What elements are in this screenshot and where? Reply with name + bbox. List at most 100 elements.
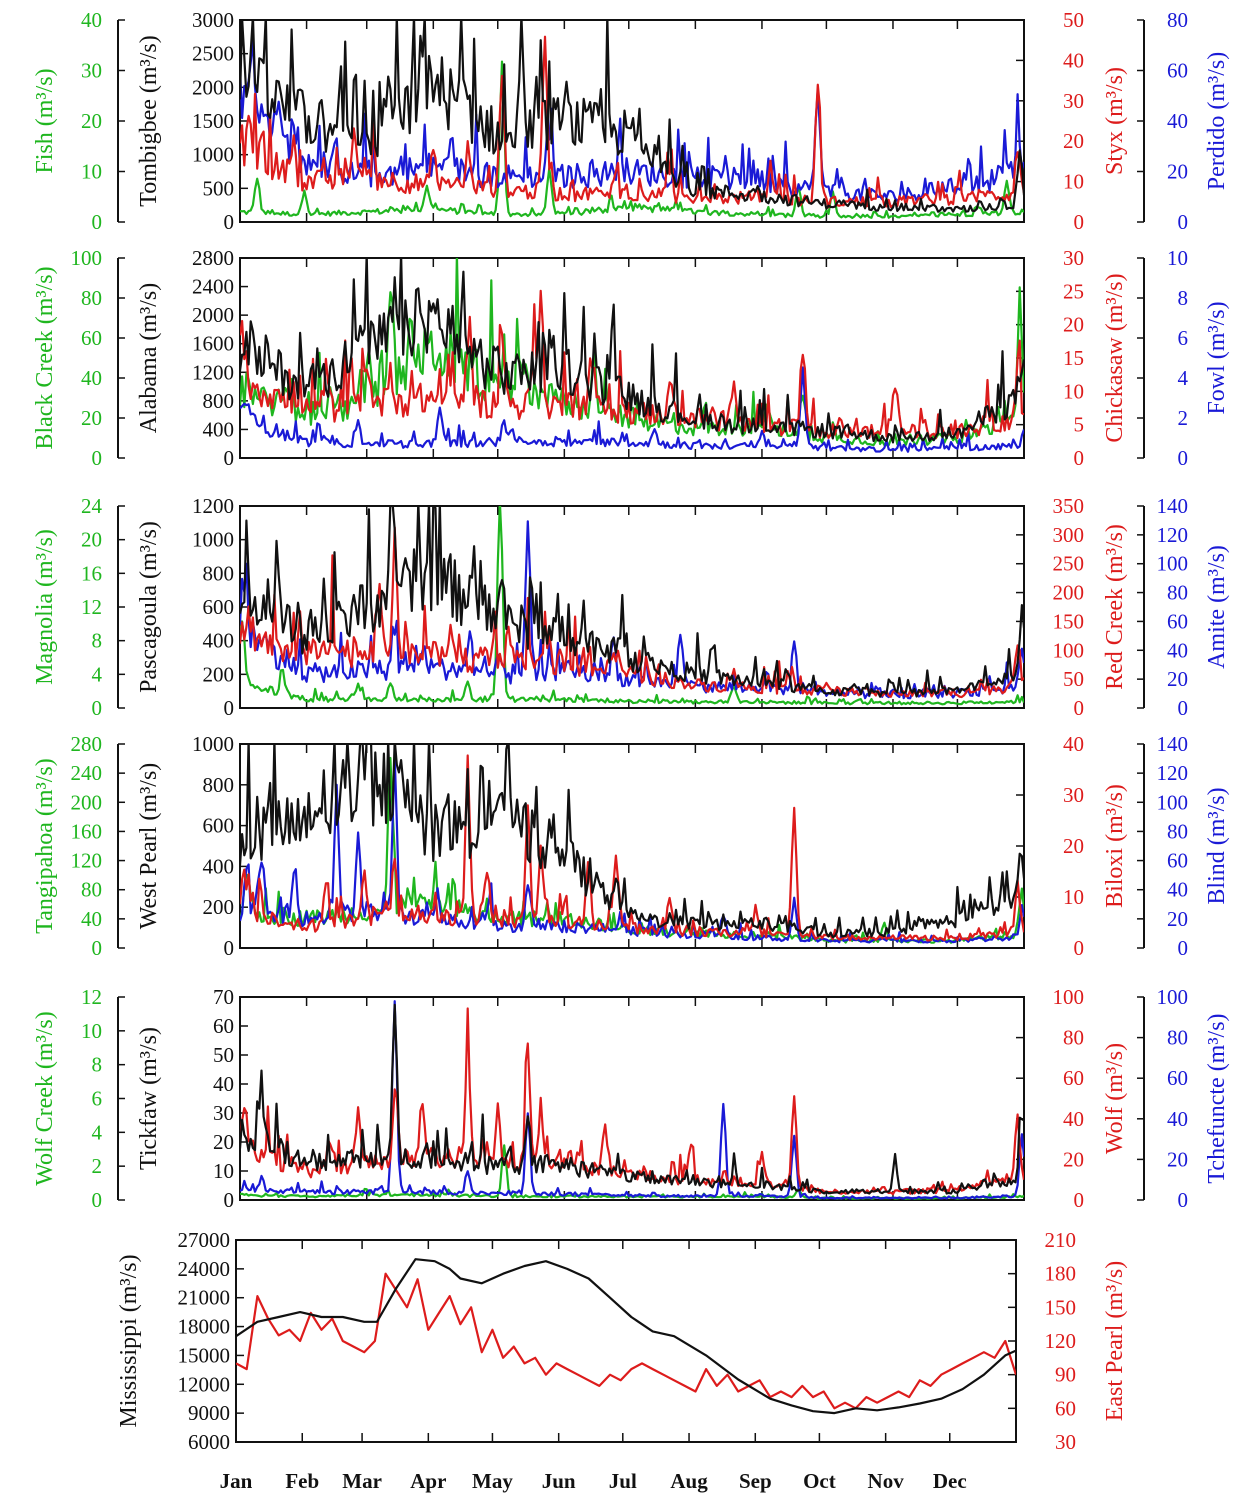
far-right-tick-label: 0: [1178, 696, 1189, 720]
left-tick-label: 2000: [192, 75, 234, 99]
series-pascagoula-line: [240, 506, 1024, 698]
panel-5-frame: [239, 996, 1025, 1201]
series-mississippi-line: [236, 1258, 1016, 1415]
panel-6: 6000 9000 12000 15000 18000 21000 24000 27000 30…: [178, 1228, 1077, 1493]
far-right-tick-label: 60: [1167, 1066, 1188, 1090]
far-right-tick-label: 8: [1178, 286, 1189, 310]
left-tick-label: 70: [213, 985, 234, 1009]
far-left-tick-label: 0: [92, 936, 103, 960]
left-tick-label: 24000: [178, 1257, 231, 1281]
month-label: Jun: [542, 1469, 576, 1493]
far-right-tick-label: 120: [1157, 523, 1189, 547]
series-west-pearl-line: [240, 744, 1024, 939]
far-left-axis-label: Wolf Creek (m³/s): [32, 1011, 58, 1186]
far-right-tick-label: 60: [1167, 849, 1188, 873]
far-left-tick-label: 2: [92, 1154, 103, 1178]
left-tick-label: 400: [203, 417, 235, 441]
panel-3: 0200400600800100012000501001502002503003…: [81, 494, 1188, 720]
right-tick-label: 60: [1055, 1396, 1076, 1420]
far-left-tick-label: 40: [81, 366, 102, 390]
right-tick-label: 20: [1063, 129, 1084, 153]
far-left-tick-label: 8: [92, 629, 103, 653]
right-tick-label: 0: [1074, 936, 1085, 960]
series-perdido-line: [240, 38, 1024, 203]
far-left-tick-label: 0: [92, 1188, 103, 1212]
left-tick-label: 2800: [192, 246, 234, 270]
far-right-tick-label: 80: [1167, 819, 1188, 843]
far-left-tick-label: 20: [81, 528, 102, 552]
series-tombigbee-line: [240, 20, 1024, 213]
series-tchefuncte-line: [240, 1000, 1024, 1200]
panel-6-frame: [235, 1239, 1017, 1443]
far-right-tick-label: 6: [1178, 326, 1189, 350]
far-left-tick-label: 100: [71, 246, 103, 270]
left-tick-label: 0: [224, 696, 235, 720]
left-tick-label: 1200: [192, 360, 234, 384]
right-axis-label: Biloxi (m³/s): [1102, 784, 1128, 908]
right-tick-label: 30: [1063, 246, 1084, 270]
series-blind-line: [240, 755, 1024, 944]
far-right-tick-label: 80: [1167, 581, 1188, 605]
right-tick-label: 20: [1063, 834, 1084, 858]
month-label: Jul: [609, 1469, 637, 1493]
left-tick-label: 18000: [178, 1315, 231, 1339]
far-left-tick-label: 40: [81, 8, 102, 32]
far-left-tick-label: 0: [92, 210, 103, 234]
far-left-tick-label: 160: [71, 819, 103, 843]
far-right-tick-label: 100: [1157, 985, 1189, 1009]
left-tick-label: 200: [203, 895, 235, 919]
right-tick-label: 0: [1074, 446, 1085, 470]
right-axis-label: East Pearl (m³/s): [1102, 1261, 1128, 1422]
far-left-tick-label: 120: [71, 849, 103, 873]
left-tick-label: 2500: [192, 42, 234, 66]
left-tick-label: 3000: [192, 8, 234, 32]
far-right-tick-label: 140: [1157, 732, 1189, 756]
series-fowl-line: [240, 366, 1024, 453]
right-tick-label: 350: [1053, 494, 1085, 518]
far-left-tick-label: 12: [81, 595, 102, 619]
left-tick-label: 27000: [178, 1228, 231, 1252]
series-east-pearl-line: [236, 1272, 1016, 1410]
left-tick-label: 800: [203, 773, 235, 797]
left-tick-label: 0: [224, 446, 235, 470]
right-tick-label: 10: [1063, 379, 1084, 403]
left-tick-label: 0: [224, 210, 235, 234]
right-tick-label: 0: [1074, 1188, 1085, 1212]
right-tick-label: 50: [1063, 8, 1084, 32]
right-tick-label: 25: [1063, 279, 1084, 303]
right-tick-label: 300: [1053, 523, 1085, 547]
right-tick-label: 210: [1045, 1228, 1077, 1252]
month-label: Apr: [410, 1469, 446, 1493]
far-right-tick-label: 100: [1157, 790, 1189, 814]
left-tick-label: 400: [203, 854, 235, 878]
left-tick-label: 2400: [192, 275, 234, 299]
series-fish-line: [240, 60, 1024, 219]
right-tick-label: 50: [1063, 667, 1084, 691]
far-right-tick-label: 40: [1167, 878, 1188, 902]
left-tick-label: 400: [203, 629, 235, 653]
far-right-tick-label: 0: [1178, 1188, 1189, 1212]
far-right-tick-label: 20: [1167, 160, 1188, 184]
right-tick-label: 180: [1045, 1262, 1077, 1286]
right-tick-label: 0: [1074, 210, 1085, 234]
right-tick-label: 150: [1045, 1295, 1077, 1319]
month-label: Sep: [739, 1469, 772, 1493]
series-black-creek-line: [240, 258, 1024, 447]
far-left-axis-label: Tangipahoa (m³/s): [32, 758, 58, 933]
left-axis-label: Tombigbee (m³/s): [136, 35, 162, 206]
far-right-axis-label: Amite (m³/s): [1204, 545, 1230, 669]
left-tick-label: 600: [203, 595, 235, 619]
far-right-tick-label: 60: [1167, 609, 1188, 633]
far-left-tick-label: 60: [81, 326, 102, 350]
far-left-tick-label: 80: [81, 878, 102, 902]
left-axis-label: Pascagoula (m³/s): [136, 521, 162, 693]
far-right-tick-label: 0: [1178, 446, 1189, 470]
left-tick-label: 6000: [188, 1430, 230, 1454]
series-magnolia-line: [240, 506, 1024, 706]
left-tick-label: 1500: [192, 109, 234, 133]
panel-2-frame: [239, 257, 1025, 459]
panel-1: 0500100015002000250030000102030405001020…: [81, 8, 1188, 234]
right-tick-label: 120: [1045, 1329, 1077, 1353]
left-tick-label: 15000: [178, 1343, 231, 1367]
far-left-tick-label: 30: [81, 59, 102, 83]
